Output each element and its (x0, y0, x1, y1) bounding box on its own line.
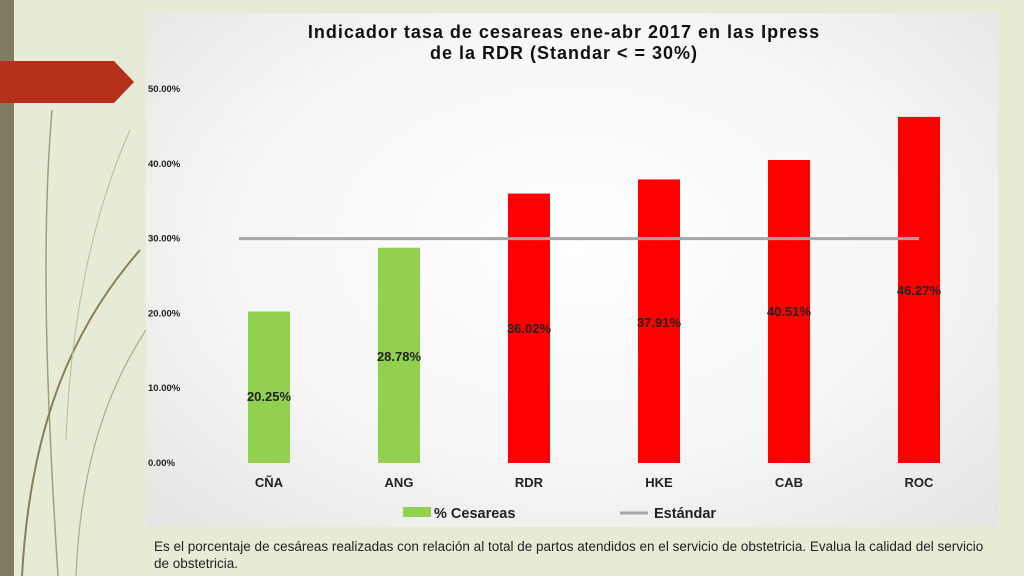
y-tick-label: 20.00% (148, 308, 181, 319)
x-tick-label: RDR (515, 475, 544, 490)
x-tick-label: CAB (775, 475, 803, 490)
y-tick-label: 50.00% (148, 84, 181, 95)
arrow-tab (0, 61, 134, 103)
bar-cña (248, 311, 290, 463)
caption-text: Es el porcentaje de cesáreas realizadas … (154, 539, 984, 571)
decorative-curves (21, 109, 146, 576)
bar-ang (378, 247, 420, 463)
legend-label-cesareas: % Cesareas (434, 506, 515, 522)
x-tick-label: ROC (905, 475, 935, 490)
data-label: 40.51% (767, 304, 812, 319)
data-label: 20.25% (247, 389, 292, 404)
y-tick-label: 40.00% (148, 159, 181, 170)
data-label: 46.27% (897, 283, 942, 298)
x-tick-label: ANG (385, 475, 414, 490)
x-tick-label: CÑA (255, 475, 284, 490)
data-label: 28.78% (377, 349, 422, 364)
bar-hke (638, 179, 680, 463)
bar-cab (768, 159, 810, 463)
y-tick-label: 10.00% (148, 383, 181, 394)
data-label: 37.91% (637, 315, 682, 330)
legend-label-estandar: Estándar (654, 506, 716, 522)
chart-panel: Indicador tasa de cesareas ene-abr 2017 … (146, 13, 998, 527)
data-label: 36.02% (507, 321, 552, 336)
y-tick-label: 30.00% (148, 234, 181, 245)
chart-title-line1: Indicador tasa de cesareas ene-abr 2017 … (308, 22, 820, 42)
cesarean-rate-chart: Indicador tasa de cesareas ene-abr 2017 … (148, 22, 942, 522)
y-tick-label: 0.00% (148, 458, 175, 469)
chart-title-line2: de la RDR (Standar < = 30%) (430, 43, 698, 63)
bar-roc (898, 116, 940, 464)
legend-swatch-cesareas (403, 507, 431, 517)
left-accent-band (0, 0, 14, 576)
x-tick-label: HKE (645, 475, 673, 490)
